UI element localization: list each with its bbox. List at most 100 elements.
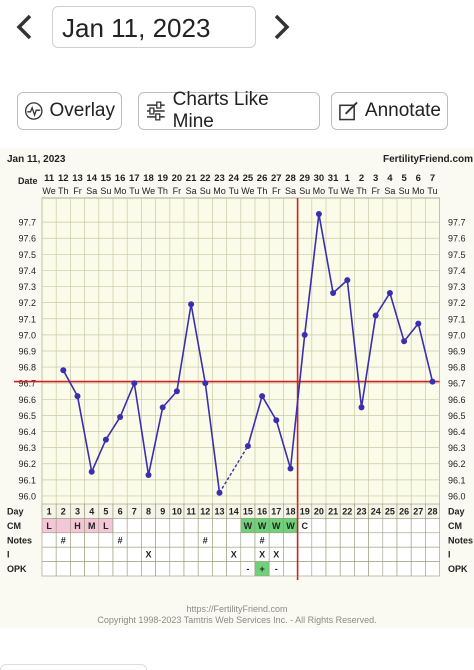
overlay-button[interactable]: Overlay [17, 92, 122, 130]
weekday-tick-label: We [341, 186, 354, 196]
weekday-tick-label: We [42, 186, 55, 196]
notes-cell [283, 532, 298, 548]
notes-cell-value: # [61, 535, 66, 545]
y-tick-label-right: 96.8 [448, 363, 466, 373]
notes-cell [382, 532, 398, 548]
cycle-day-cell-value: 19 [300, 507, 310, 517]
cm-cell [425, 518, 440, 534]
opk-cell [41, 561, 57, 577]
date-tick-label: 26 [257, 173, 268, 184]
weekday-tick-label: Th [257, 186, 268, 196]
cm-cell-value: H [74, 521, 81, 531]
y-tick-label-left: 96.7 [18, 379, 36, 389]
notes-cell [268, 532, 284, 548]
intercourse-cell [183, 546, 199, 562]
opk-cell [141, 561, 156, 577]
y-tick-label-right: 96.5 [448, 411, 466, 421]
date-tick-label: 15 [101, 173, 112, 184]
charts-like-mine-label: Charts Like Mine [172, 89, 269, 132]
y-tick-label-left: 96.4 [18, 427, 36, 437]
previous-date-button[interactable] [10, 8, 40, 46]
cm-cell [197, 518, 213, 534]
temp-point [159, 404, 166, 411]
weekday-tick-label: Fr [371, 186, 380, 196]
date-tick-label: 13 [72, 173, 83, 184]
y-tick-label-left: 96.6 [18, 395, 36, 405]
cm-row-label-right: CM [448, 521, 462, 531]
weekday-tick-label: We [241, 186, 254, 196]
date-tick-label: 20 [172, 173, 183, 184]
cm-cell-value: W [244, 521, 253, 531]
weekday-tick-label: Fr [272, 186, 281, 196]
temp-point [60, 367, 67, 374]
date-tick-label: 14 [86, 173, 97, 184]
y-tick-label-left: 96.5 [18, 411, 36, 421]
date-tick-label: 19 [157, 173, 168, 184]
date-tick-label: 25 [243, 173, 254, 184]
bottom-tab[interactable] [0, 664, 147, 670]
cycle-day-cell-value: 17 [271, 507, 281, 517]
notes-cell [396, 532, 412, 548]
temp-point [330, 289, 337, 296]
cm-cell [368, 518, 384, 534]
opk-cell [368, 561, 384, 577]
cm-cell [226, 518, 242, 534]
cm-cell [339, 518, 355, 534]
y-tick-label-right: 96.3 [448, 443, 466, 453]
weekday-tick-label: We [142, 186, 155, 196]
opk-cell [112, 561, 128, 577]
opk-cell [212, 561, 227, 577]
cm-cell [155, 518, 171, 534]
temp-line-segment [190, 304, 207, 384]
temp-line-segment [346, 280, 363, 408]
temp-line-segment [76, 395, 93, 472]
annotate-label: Annotate [364, 100, 441, 121]
date-picker[interactable]: Jan 11, 2023 [52, 6, 256, 48]
intercourse-cell [84, 546, 100, 562]
charts-like-mine-button[interactable]: Charts Like Mine [138, 89, 320, 132]
opk-cell [410, 561, 426, 577]
temp-line-segment [360, 315, 377, 408]
cycle-day-cell-value: 7 [132, 507, 137, 517]
date-tick-label: 12 [58, 173, 69, 184]
temp-point [287, 465, 294, 472]
intercourse-cell [240, 546, 256, 562]
y-tick-label-right: 97.5 [448, 250, 466, 260]
date-tick-label: 31 [328, 173, 339, 184]
intercourse-cell-value: X [273, 550, 279, 560]
y-tick-label-right: 96.0 [448, 491, 466, 501]
cm-row-label-left: CM [7, 521, 21, 531]
y-tick-label-right: 97.1 [448, 314, 466, 324]
opk-cell [339, 561, 355, 577]
date-tick-label: 29 [299, 173, 310, 184]
temp-line-segment [133, 383, 150, 476]
cycle-day-cell-value: 10 [172, 507, 182, 517]
temp-point [145, 472, 152, 479]
opk-row-label-left: OPK [7, 564, 27, 574]
opk-cell [297, 561, 313, 577]
notes-cell [141, 532, 156, 548]
cm-cell [212, 518, 227, 534]
weekday-tick-label: Tu [129, 186, 139, 196]
weekday-tick-label: Mo [412, 186, 425, 196]
date-tick-label: 4 [387, 173, 393, 184]
intercourse-cell [283, 546, 298, 562]
weekday-tick-label: Th [157, 186, 168, 196]
notes-cell [240, 532, 256, 548]
footer-url[interactable]: https://FertilityFriend.com [186, 604, 288, 614]
weekday-tick-label: Fr [173, 186, 182, 196]
temp-point [259, 393, 266, 400]
temp-line-segment [90, 439, 107, 473]
weekday-tick-label: Mo [313, 186, 326, 196]
intercourse-cell [155, 546, 171, 562]
temp-point [401, 338, 408, 345]
temp-point [88, 468, 95, 475]
temp-line-segment [417, 323, 434, 382]
next-date-button[interactable] [266, 8, 296, 46]
overlay-icon [24, 102, 43, 120]
annotate-button[interactable]: Annotate [331, 92, 448, 130]
intercourse-cell [410, 546, 426, 562]
temp-line-segment [119, 382, 136, 418]
cm-cell [396, 518, 412, 534]
y-tick-label-right: 96.4 [448, 427, 466, 437]
